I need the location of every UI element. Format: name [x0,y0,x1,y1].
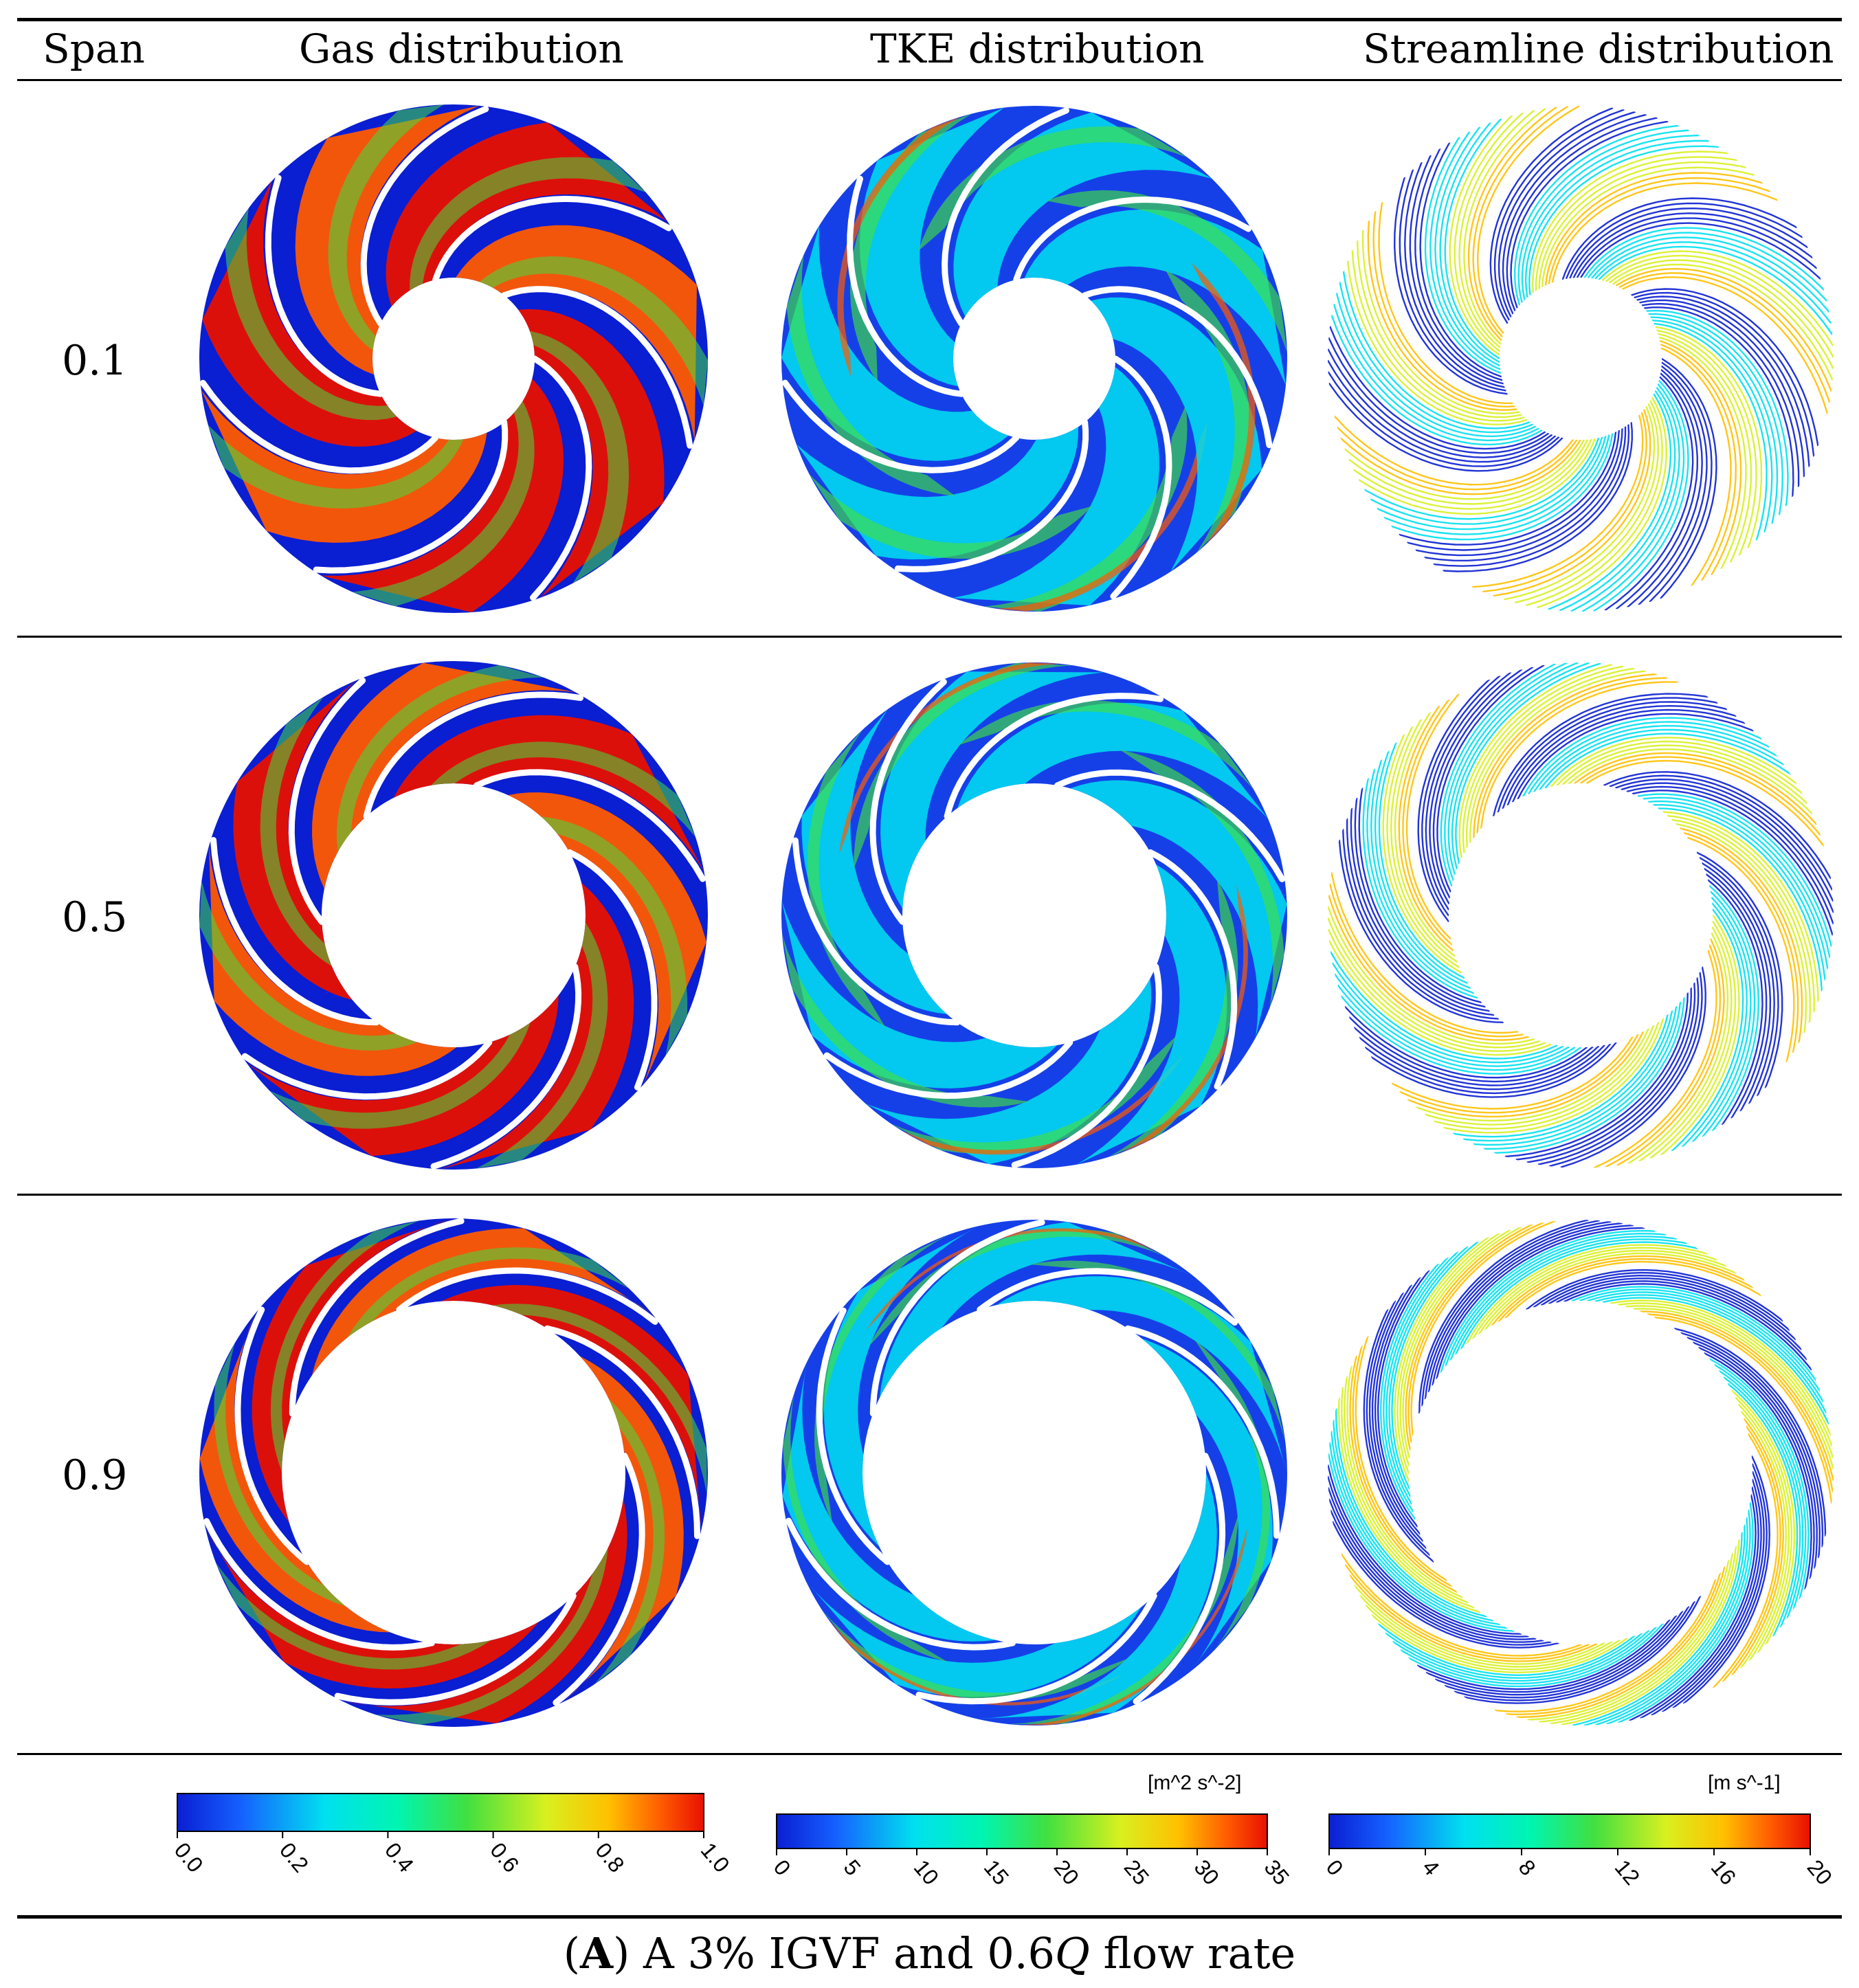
stream-contour-row-2 [1328,662,1834,1168]
bottom-rule [17,1915,1842,1919]
caption-text-after: flow rate [1089,1928,1296,1978]
caption-label: A [580,1928,614,1978]
colorbar-gas: 0.0 0.2 0.4 0.6 0.8 1.0 [170,1793,735,1877]
span-label-row-1: 0.1 [62,337,128,385]
colorbar-tick-label: 16 [1706,1855,1741,1889]
stream-contour-row-1 [1328,106,1834,612]
colorbar-tick-label: 35 [1260,1855,1294,1889]
colorbar-tick-label: 20 [1803,1855,1837,1889]
colorbar-velocity: 0 4 8 12 16 20 [1322,1813,1837,1890]
stream-contour-row-3 [1328,1220,1834,1725]
header-span: Span [43,25,145,72]
header-rule [17,79,1842,81]
colorbar-velocity-bar [1328,1813,1811,1849]
row-rule-3 [17,1753,1842,1755]
colorbar-tick-label: 0.6 [485,1838,524,1877]
span-label-row-2: 0.5 [62,893,128,941]
colorbar-tke-bar [776,1813,1268,1849]
colorbar-tick-label: 15 [979,1855,1014,1889]
gas-contour-row-2 [199,661,708,1170]
row-rule-1 [17,636,1842,638]
tke-contour-row-3 [781,1219,1287,1725]
colorbar-tick-label: 10 [909,1855,944,1889]
colorbar-tick-label: 0.0 [170,1838,208,1877]
top-rule [17,18,1842,21]
tke-contour-row-1 [781,106,1287,612]
header-tke: TKE distribution [870,25,1205,72]
colorbar-tick-label: 0 [1322,1855,1348,1880]
caption-text-before: A 3% IGVF and 0.6 [630,1928,1055,1978]
header-streamline: Streamline distribution [1363,25,1834,72]
colorbar-tke-unit: [m^2 s^-2] [1148,1772,1242,1794]
colorbar-tick-label: 25 [1120,1855,1154,1889]
caption-italic: Q [1054,1928,1090,1978]
colorbar-tick-label: 8 [1514,1855,1541,1880]
gas-contour-row-3 [199,1218,708,1727]
colorbar-tick-label: 20 [1049,1855,1084,1889]
colorbar-tick-label: 5 [839,1855,866,1880]
colorbar-tick-label: 0.4 [380,1838,419,1877]
colorbar-tick-label: 12 [1610,1855,1645,1889]
colorbar-tick-label: 1.0 [696,1838,735,1877]
header-gas: Gas distribution [299,25,624,72]
colorbar-tick-label: 4 [1418,1855,1445,1880]
colorbar-tick-label: 0.8 [590,1838,629,1877]
colorbar-tick-label: 0.2 [275,1838,313,1877]
colorbar-tke: 0 5 10 15 20 25 30 35 [769,1813,1294,1890]
figure-caption: (A) A 3% IGVF and 0.6Q flow rate [563,1928,1296,1978]
colorbar-tick-label: 30 [1190,1855,1224,1889]
row-rule-2 [17,1194,1842,1196]
colorbar-velocity-unit: [m s^-1] [1708,1772,1781,1794]
tke-contour-row-2 [781,662,1287,1168]
gas-contour-row-1 [199,104,708,613]
colorbar-gas-bar [177,1793,704,1832]
colorbar-tick-label: 0 [769,1855,796,1880]
span-label-row-3: 0.9 [62,1451,128,1499]
